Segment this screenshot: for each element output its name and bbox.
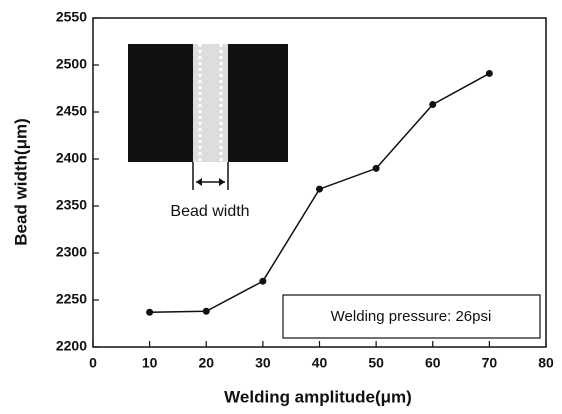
- y-tick-label: 2400: [56, 150, 87, 166]
- x-tick-label: 50: [368, 355, 384, 371]
- y-tick-label: 2450: [56, 103, 87, 119]
- x-tick-label: 40: [312, 355, 328, 371]
- y-tick-label: 2350: [56, 197, 87, 213]
- y-tick-label: 2200: [56, 338, 87, 354]
- data-point: [259, 278, 266, 285]
- x-axis-label: Welding amplitude(μm): [224, 387, 412, 406]
- data-point: [316, 186, 323, 193]
- x-tick-label: 30: [255, 355, 271, 371]
- data-point: [486, 70, 493, 77]
- inset-image: [128, 44, 288, 190]
- data-point: [146, 309, 153, 316]
- x-tick-label: 0: [89, 355, 97, 371]
- data-point: [203, 308, 210, 315]
- x-tick-label: 20: [198, 355, 214, 371]
- x-tick-label: 60: [425, 355, 441, 371]
- chart: Bead width Welding pressure: 26psi Weldi…: [0, 0, 562, 414]
- data-point: [429, 101, 436, 108]
- y-axis-label: Bead width(μm): [11, 118, 30, 246]
- x-tick-label: 80: [538, 355, 554, 371]
- inset-label: Bead width: [170, 203, 249, 220]
- y-tick-label: 2300: [56, 244, 87, 260]
- annotation: Welding pressure: 26psi: [331, 308, 492, 325]
- y-tick-label: 2550: [56, 9, 87, 25]
- y-tick-label: 2250: [56, 291, 87, 307]
- data-point: [373, 165, 380, 172]
- x-tick-label: 70: [482, 355, 498, 371]
- x-tick-label: 10: [142, 355, 158, 371]
- y-tick-label: 2500: [56, 56, 87, 72]
